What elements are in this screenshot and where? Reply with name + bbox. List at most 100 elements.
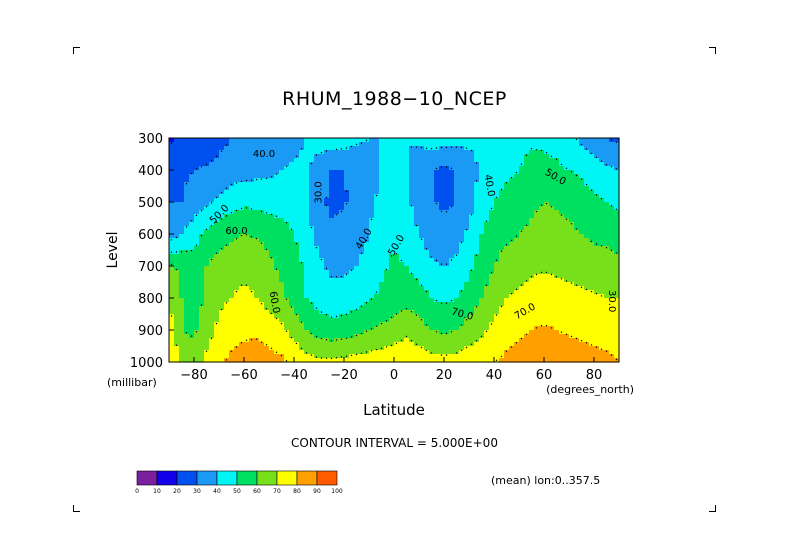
heatmap-cell bbox=[374, 326, 380, 331]
heatmap-cell bbox=[384, 142, 390, 147]
heatmap-cell bbox=[374, 262, 380, 267]
heatmap-cell bbox=[534, 334, 540, 339]
heatmap-cell bbox=[169, 202, 175, 207]
heatmap-cell bbox=[289, 186, 295, 191]
heatmap-cell bbox=[529, 298, 535, 303]
heatmap-cell bbox=[299, 290, 305, 295]
heatmap-cell bbox=[439, 182, 445, 187]
heatmap-cell bbox=[469, 150, 475, 155]
heatmap-cell bbox=[534, 346, 540, 351]
heatmap-cell bbox=[559, 274, 565, 279]
heatmap-cell bbox=[484, 194, 490, 199]
heatmap-cell bbox=[584, 330, 590, 335]
heatmap-cell bbox=[284, 198, 290, 203]
heatmap-cell bbox=[599, 278, 605, 283]
heatmap-cell bbox=[464, 338, 470, 343]
heatmap-cell bbox=[574, 342, 580, 347]
heatmap-cell bbox=[544, 206, 550, 211]
heatmap-cell bbox=[209, 290, 215, 295]
heatmap-cell bbox=[434, 194, 440, 199]
heatmap-cell bbox=[579, 238, 585, 243]
heatmap-cell bbox=[384, 270, 390, 275]
heatmap-cell bbox=[444, 278, 450, 283]
heatmap-cell bbox=[594, 306, 600, 311]
heatmap-cell bbox=[614, 354, 620, 359]
heatmap-cell bbox=[279, 218, 285, 223]
heatmap-cell bbox=[409, 334, 415, 339]
heatmap-cell bbox=[569, 178, 575, 183]
heatmap-cell bbox=[419, 166, 425, 171]
heatmap-cell bbox=[179, 262, 185, 267]
heatmap-cell bbox=[369, 214, 375, 219]
heatmap-cell bbox=[524, 218, 530, 223]
heatmap-cell bbox=[504, 150, 510, 155]
heatmap-cell bbox=[449, 250, 455, 255]
heatmap-cell bbox=[199, 202, 205, 207]
heatmap-cell bbox=[339, 350, 345, 355]
heatmap-cell bbox=[349, 158, 355, 163]
heatmap-cell bbox=[554, 286, 560, 291]
heatmap-cell bbox=[554, 230, 560, 235]
heatmap-cell bbox=[319, 194, 325, 199]
heatmap-cell bbox=[329, 334, 335, 339]
heatmap-cell bbox=[464, 350, 470, 355]
heatmap-cell bbox=[359, 154, 365, 159]
heatmap-cell bbox=[424, 210, 430, 215]
heatmap-cell bbox=[174, 206, 180, 211]
heatmap-cell bbox=[604, 186, 610, 191]
heatmap-cell bbox=[399, 342, 405, 347]
heatmap-cell bbox=[394, 182, 400, 187]
heatmap-cell bbox=[249, 250, 255, 255]
heatmap-cell bbox=[549, 250, 555, 255]
heatmap-cell bbox=[404, 258, 410, 263]
heatmap-cell bbox=[554, 174, 560, 179]
heatmap-cell bbox=[249, 330, 255, 335]
heatmap-cell bbox=[184, 358, 190, 363]
heatmap-cell bbox=[314, 162, 320, 167]
heatmap-cell bbox=[204, 350, 210, 355]
heatmap-cell bbox=[544, 294, 550, 299]
heatmap-cell bbox=[334, 330, 340, 335]
heatmap-cell bbox=[469, 186, 475, 191]
heatmap-cell bbox=[494, 222, 500, 227]
heatmap-cell bbox=[209, 338, 215, 343]
heatmap-cell bbox=[264, 286, 270, 291]
heatmap-cell bbox=[439, 278, 445, 283]
heatmap-cell bbox=[319, 346, 325, 351]
heatmap-cell bbox=[609, 214, 615, 219]
heatmap-cell bbox=[409, 142, 415, 147]
heatmap-cell bbox=[484, 186, 490, 191]
heatmap-cell bbox=[319, 318, 325, 323]
heatmap-cell bbox=[534, 238, 540, 243]
heatmap-cell bbox=[369, 298, 375, 303]
heatmap-cell bbox=[514, 270, 520, 275]
heatmap-cell bbox=[194, 222, 200, 227]
heatmap-cell bbox=[189, 350, 195, 355]
heatmap-cell bbox=[169, 142, 175, 147]
heatmap-cell bbox=[364, 314, 370, 319]
heatmap-cell bbox=[614, 210, 620, 215]
heatmap-cell bbox=[494, 138, 500, 143]
heatmap-cell bbox=[419, 186, 425, 191]
heatmap-cell bbox=[259, 190, 265, 195]
heatmap-cell bbox=[544, 162, 550, 167]
heatmap-cell bbox=[314, 278, 320, 283]
heatmap-cell bbox=[429, 158, 435, 163]
heatmap-cell bbox=[489, 350, 495, 355]
heatmap-cell bbox=[599, 194, 605, 199]
heatmap-cell bbox=[529, 266, 535, 271]
heatmap-cell bbox=[514, 150, 520, 155]
heatmap-cell bbox=[309, 238, 315, 243]
heatmap-cell bbox=[474, 254, 480, 259]
heatmap-cell bbox=[229, 338, 235, 343]
heatmap-cell bbox=[469, 146, 475, 151]
heatmap-cell bbox=[524, 314, 530, 319]
heatmap-cell bbox=[369, 342, 375, 347]
heatmap-cell bbox=[314, 266, 320, 271]
heatmap-cell bbox=[614, 270, 620, 275]
heatmap-cell bbox=[259, 230, 265, 235]
heatmap-cell bbox=[259, 246, 265, 251]
heatmap-cell bbox=[424, 282, 430, 287]
heatmap-cell bbox=[474, 302, 480, 307]
heatmap-cell bbox=[614, 258, 620, 263]
